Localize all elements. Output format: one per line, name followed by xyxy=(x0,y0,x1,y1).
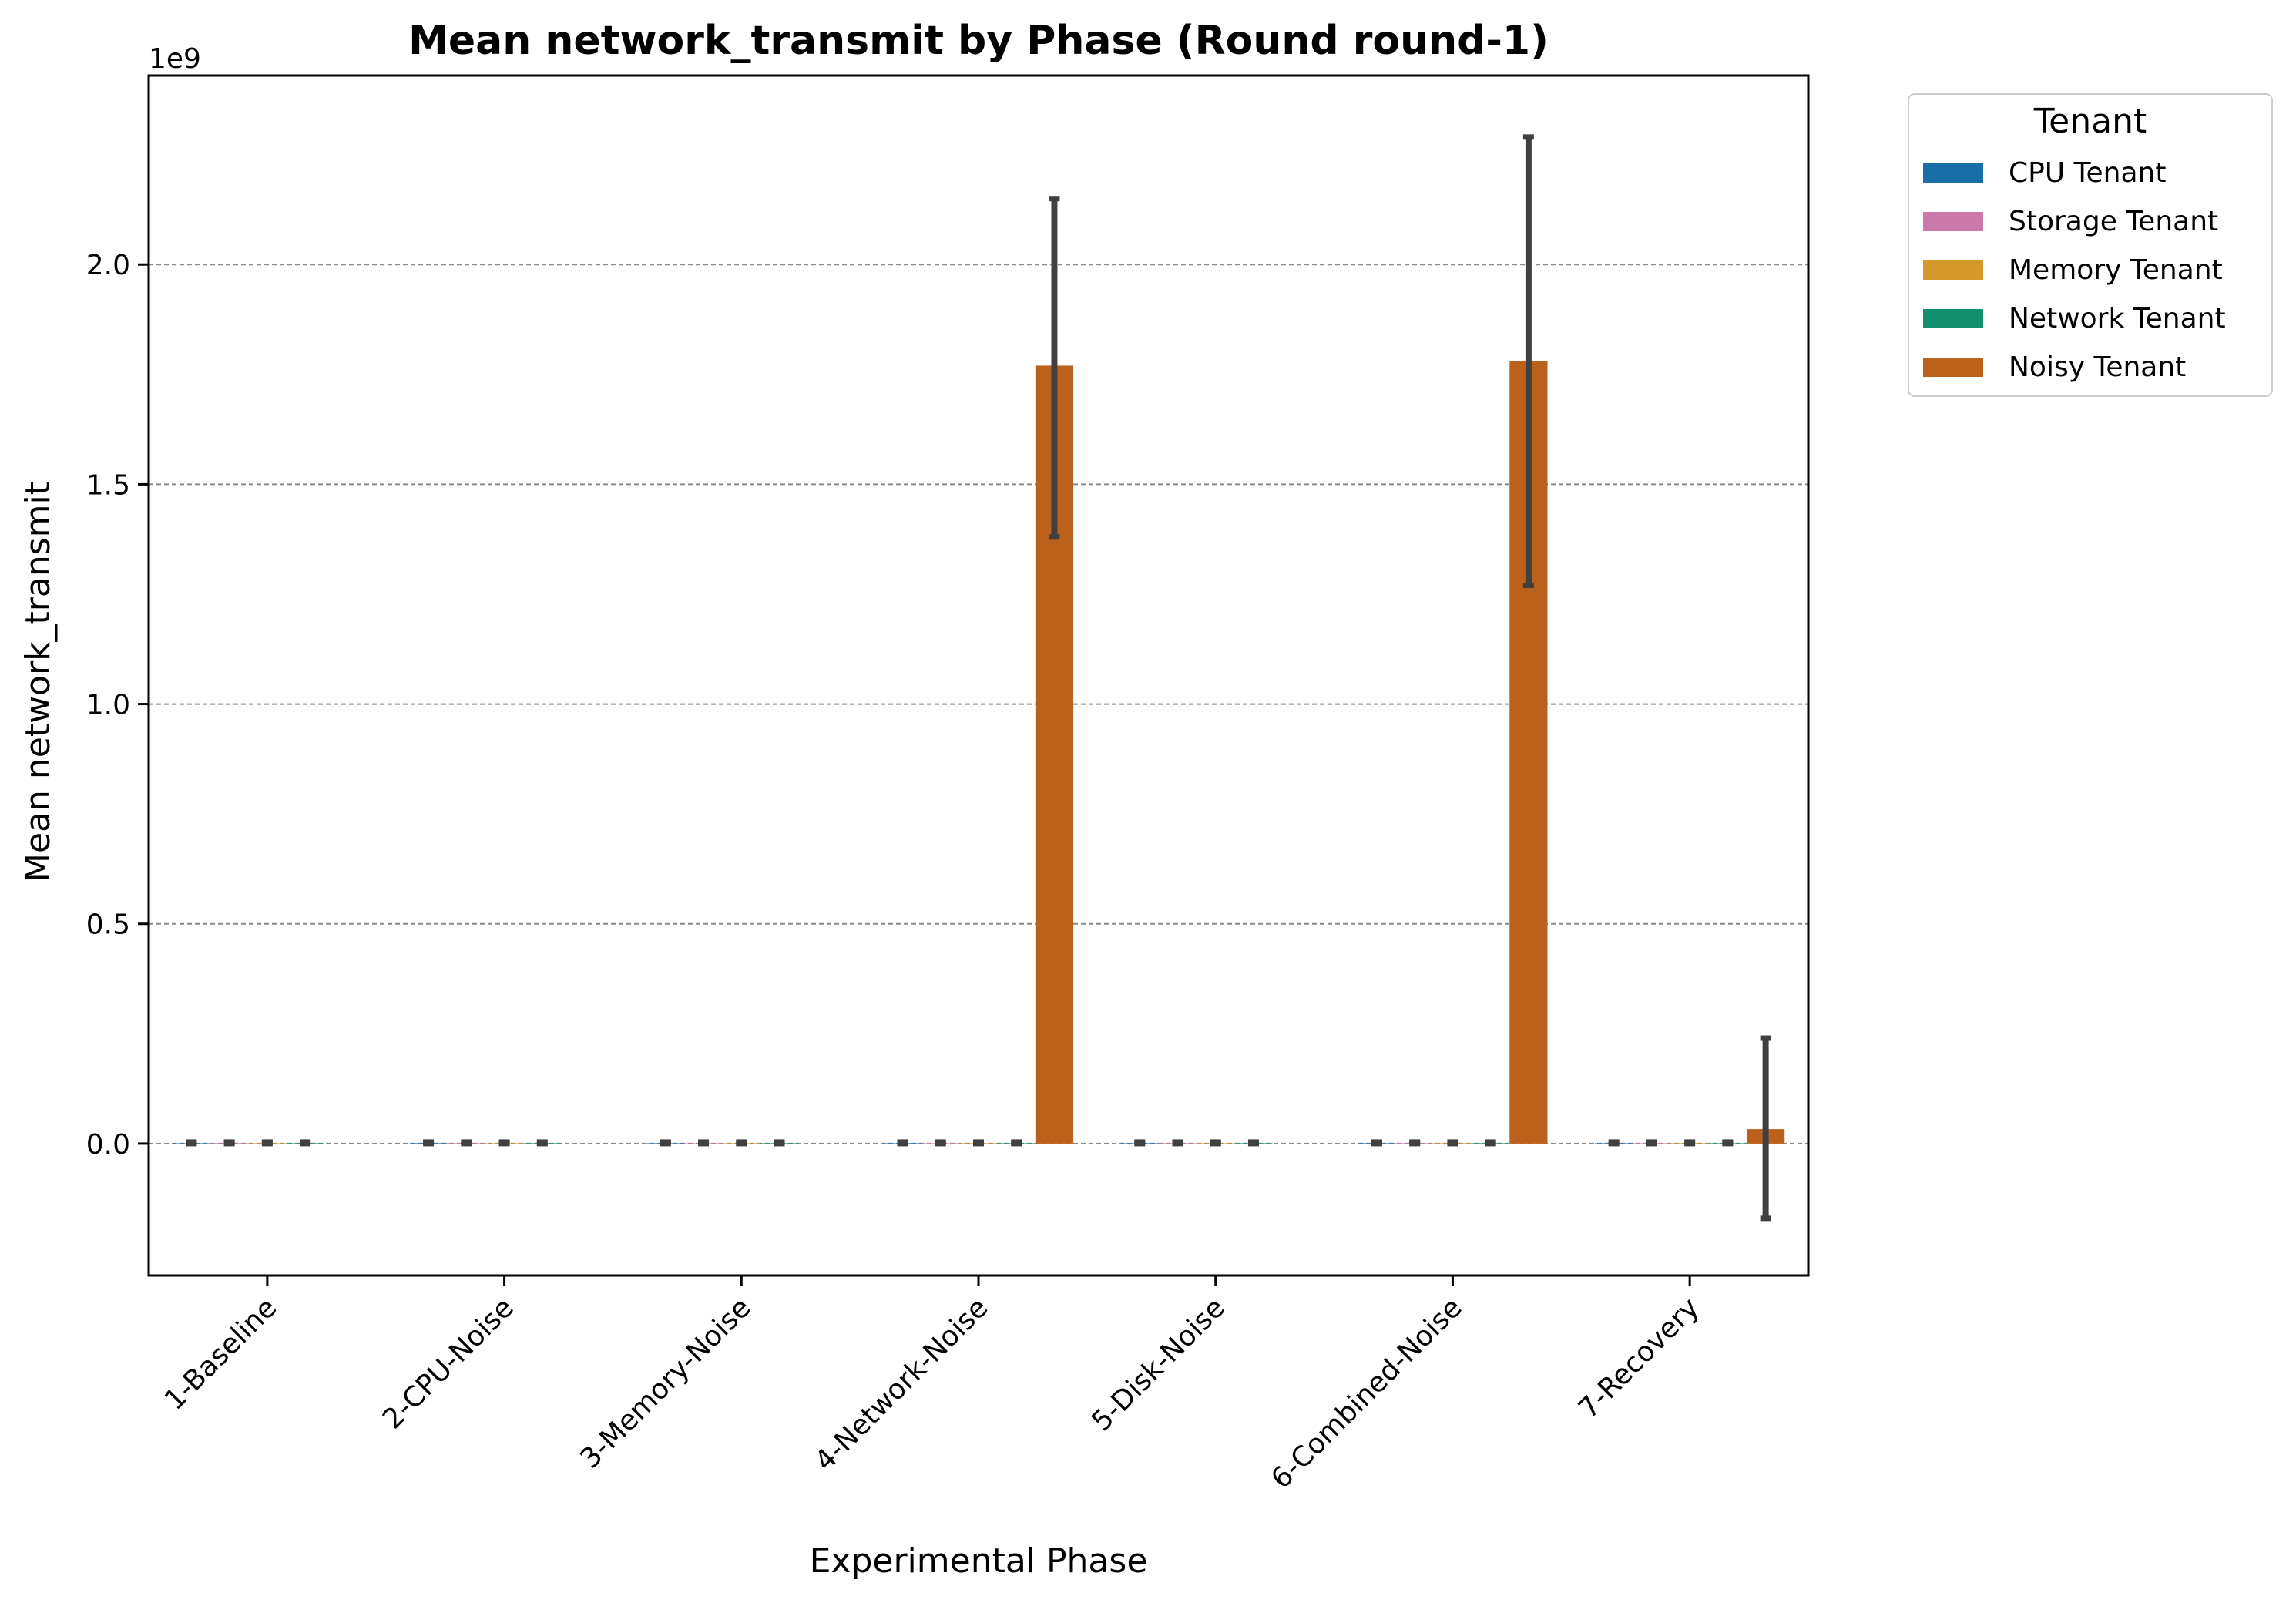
legend-swatch xyxy=(1923,309,1983,328)
y-axis-label: Mean network_transmit xyxy=(18,482,58,882)
legend-label: Network Tenant xyxy=(2009,303,2226,334)
x-tick-label: 6-Combined-Noise xyxy=(1265,1292,1469,1495)
x-tick-label: 7-Recovery xyxy=(1573,1292,1705,1424)
y-tick-label: 1.5 xyxy=(86,469,130,501)
legend-swatch xyxy=(1923,163,1983,183)
legend-label: Memory Tenant xyxy=(2009,254,2223,286)
legend-swatch xyxy=(1923,358,1983,377)
legend-items: CPU Tenant Storage Tenant Memory Tenant Net… xyxy=(1923,157,2226,383)
axes: 0.0 0.5 1.0 1.5 2.0 1-Baseline 2-CPU-Noise 3-Me… xyxy=(86,74,1810,1495)
x-tick-label: 3-Memory-Noise xyxy=(574,1292,757,1474)
legend-label: Noisy Tenant xyxy=(2009,351,2186,383)
error-bars xyxy=(186,134,1771,1222)
y-offset-label: 1e9 xyxy=(149,43,201,75)
legend-label: Storage Tenant xyxy=(2009,206,2218,237)
bars xyxy=(172,361,1785,1144)
legend-frame xyxy=(1908,93,2273,397)
x-axis-label: Experimental Phase xyxy=(810,1541,1148,1581)
y-tick-label: 0.0 xyxy=(86,1129,130,1161)
x-tick-label: 2-CPU-Noise xyxy=(377,1292,520,1435)
y-tick-label: 1.0 xyxy=(86,690,130,721)
x-tick-label: 1-Baseline xyxy=(159,1292,283,1416)
plot-frame xyxy=(147,74,1810,1277)
y-tick-label: 2.0 xyxy=(86,250,130,281)
grid-lines xyxy=(149,264,1808,1144)
legend-swatch xyxy=(1923,212,1983,231)
legend: Tenant CPU Tenant Storage Tenant Memory Te… xyxy=(1908,93,2273,397)
legend-label: CPU Tenant xyxy=(2009,157,2166,189)
chart-title: Mean network_transmit by Phase (Round ro… xyxy=(408,18,1549,64)
x-tick-label: 4-Network-Noise xyxy=(809,1292,994,1477)
x-tick-label: 5-Disk-Noise xyxy=(1086,1292,1231,1437)
legend-swatch xyxy=(1923,260,1983,280)
legend-title: Tenant xyxy=(2033,102,2147,141)
y-tick-label: 0.5 xyxy=(86,909,130,941)
